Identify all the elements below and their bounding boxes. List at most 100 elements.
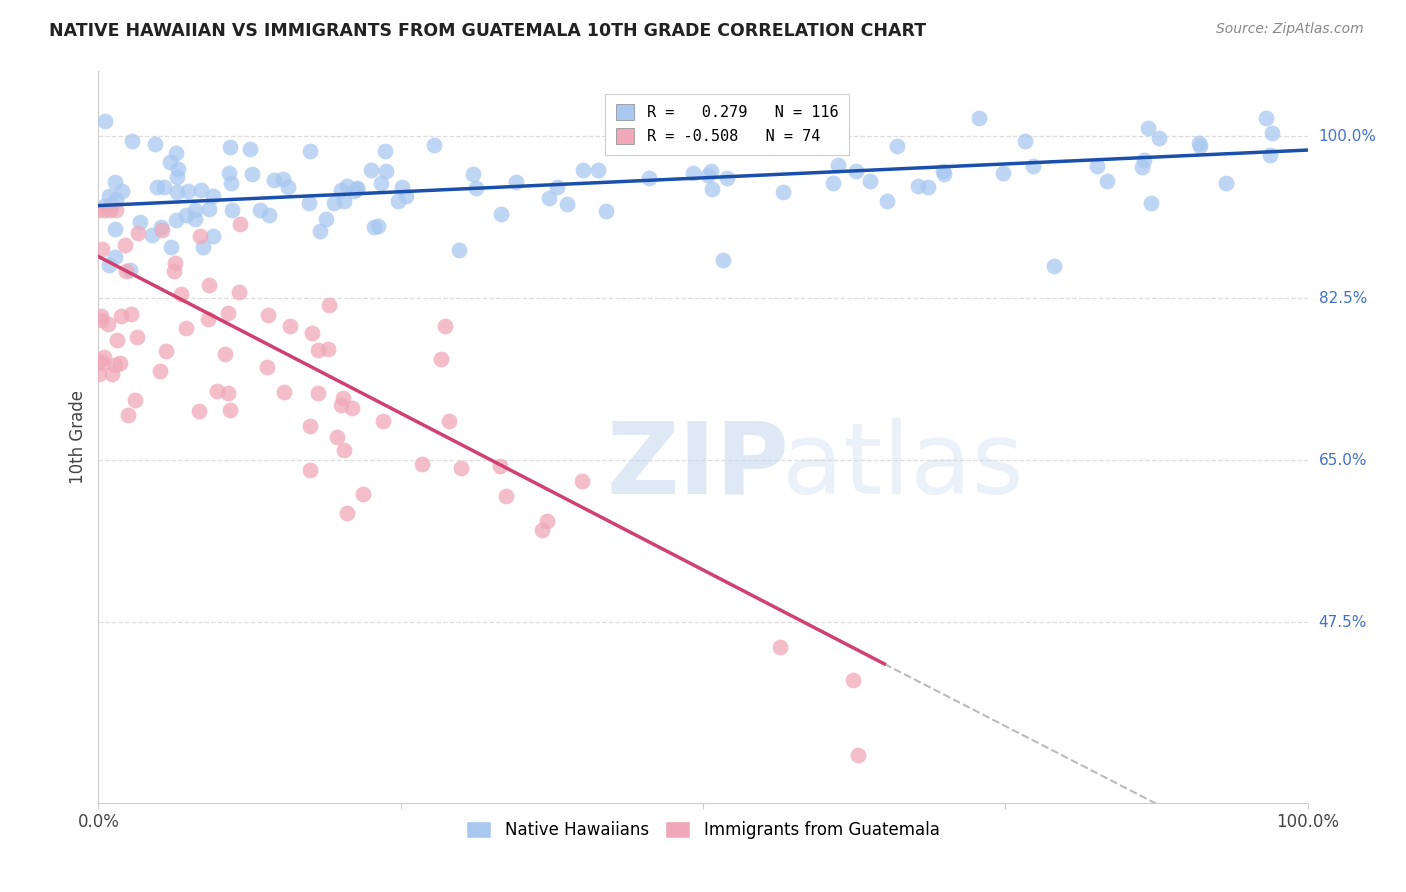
Point xyxy=(184,203,207,218)
Point xyxy=(94,114,117,128)
Point xyxy=(536,514,558,528)
Point xyxy=(149,219,172,234)
Point xyxy=(360,163,382,178)
Point xyxy=(315,212,337,227)
Point xyxy=(114,237,136,252)
Point xyxy=(97,317,120,331)
Point xyxy=(299,463,322,477)
Point xyxy=(423,138,446,153)
Point xyxy=(89,354,111,368)
Point xyxy=(143,137,166,152)
Text: 100.0%: 100.0% xyxy=(1319,128,1376,144)
Point xyxy=(374,145,396,159)
Point xyxy=(967,111,990,125)
Point xyxy=(104,175,127,189)
Point xyxy=(117,408,139,422)
Text: ZIP: ZIP xyxy=(606,417,789,515)
Point xyxy=(336,506,359,520)
Point xyxy=(700,182,723,196)
Point xyxy=(146,179,169,194)
Point xyxy=(165,145,187,160)
Point xyxy=(395,189,418,203)
Point xyxy=(336,178,359,193)
Point xyxy=(333,443,356,458)
Point xyxy=(91,356,114,370)
Point xyxy=(127,226,149,240)
Point xyxy=(307,343,329,358)
Text: atlas: atlas xyxy=(782,417,1024,515)
Point xyxy=(1130,160,1153,174)
Point xyxy=(309,224,332,238)
Point xyxy=(242,167,264,181)
Point xyxy=(121,134,143,148)
Point xyxy=(329,183,352,197)
Point xyxy=(221,203,243,218)
Point xyxy=(700,164,723,178)
Text: 65.0%: 65.0% xyxy=(1319,453,1367,467)
Point xyxy=(374,164,396,178)
Point xyxy=(489,458,512,473)
Point xyxy=(110,309,132,323)
Point xyxy=(1014,134,1036,148)
Point xyxy=(125,330,148,344)
Point xyxy=(218,166,240,180)
Point xyxy=(219,176,242,190)
Point xyxy=(165,212,187,227)
Point xyxy=(586,163,609,178)
Point xyxy=(271,172,294,186)
Point xyxy=(219,403,242,417)
Point xyxy=(1095,174,1118,188)
Point xyxy=(917,180,939,194)
Point xyxy=(858,174,880,188)
Point xyxy=(769,640,792,655)
Point xyxy=(932,164,955,178)
Point xyxy=(531,523,554,537)
Point xyxy=(711,252,734,267)
Point xyxy=(100,197,122,211)
Point xyxy=(87,203,110,218)
Point xyxy=(90,243,112,257)
Point xyxy=(326,430,349,444)
Point xyxy=(298,419,321,434)
Point xyxy=(318,298,340,312)
Point xyxy=(450,461,472,475)
Point xyxy=(166,185,188,199)
Text: NATIVE HAWAIIAN VS IMMIGRANTS FROM GUATEMALA 10TH GRADE CORRELATION CHART: NATIVE HAWAIIAN VS IMMIGRANTS FROM GUATE… xyxy=(49,22,927,40)
Point xyxy=(638,170,661,185)
Point xyxy=(352,487,374,501)
Point xyxy=(104,250,127,264)
Point xyxy=(205,384,228,398)
Point xyxy=(104,222,127,236)
Point xyxy=(202,189,225,203)
Point xyxy=(316,343,339,357)
Point xyxy=(90,309,112,323)
Point xyxy=(387,194,409,208)
Point xyxy=(104,358,127,372)
Point xyxy=(198,202,221,217)
Point xyxy=(155,344,177,359)
Point xyxy=(229,217,252,231)
Point xyxy=(263,172,285,186)
Point xyxy=(149,364,172,378)
Point xyxy=(370,177,392,191)
Point xyxy=(257,208,280,222)
Point xyxy=(217,386,239,401)
Point xyxy=(93,350,115,364)
Point xyxy=(465,180,488,194)
Point xyxy=(934,167,956,181)
Point xyxy=(159,240,181,254)
Point xyxy=(153,180,176,194)
Point xyxy=(90,312,112,326)
Point xyxy=(538,191,561,205)
Point xyxy=(188,229,211,244)
Point xyxy=(197,277,219,292)
Point xyxy=(505,175,527,189)
Point xyxy=(907,178,929,193)
Point xyxy=(772,185,794,199)
Text: Source: ZipAtlas.com: Source: ZipAtlas.com xyxy=(1216,22,1364,37)
Point xyxy=(98,189,121,203)
Point xyxy=(827,158,849,172)
Point xyxy=(463,167,485,181)
Point xyxy=(876,194,898,208)
Point xyxy=(491,207,513,221)
